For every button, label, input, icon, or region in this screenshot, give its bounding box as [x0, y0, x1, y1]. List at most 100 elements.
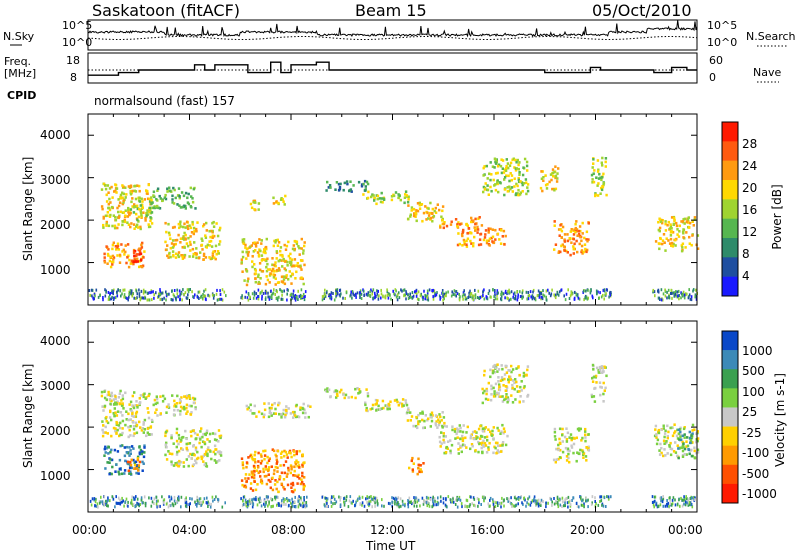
- freq-tick-top: 18: [66, 54, 80, 67]
- xtick-2: 08:00: [271, 523, 306, 537]
- velocity-cell-9: [405, 409, 446, 430]
- velocity-cell-12: [481, 363, 530, 405]
- velocity-cell-15: [653, 423, 700, 460]
- vel-cb-m100: -100: [742, 446, 770, 460]
- power-ytick-1000: 1000: [40, 263, 71, 277]
- vel-cb-1000: 1000: [742, 344, 773, 358]
- velocity-cell-13: [552, 427, 591, 464]
- power-cb-8: 8: [742, 247, 750, 261]
- xtick-4: 16:00: [470, 523, 505, 537]
- velocity-ytick-4000: 4000: [40, 334, 71, 348]
- power-colorbar-seg-5: [722, 218, 738, 239]
- velocity-colorbar-seg-7: [722, 464, 738, 485]
- cpid-label: CPID: [7, 89, 37, 102]
- nsearch-label: N.Search: [746, 30, 796, 43]
- power-nearrange-band: [88, 288, 698, 302]
- xtick-6: 00:00: [668, 523, 703, 537]
- velocity-cell-0: [100, 389, 154, 439]
- power-cell-13: [456, 227, 507, 248]
- power-cell-7: [272, 194, 287, 206]
- power-colorbar-seg-2: [722, 160, 738, 181]
- xtick-3: 12:00: [370, 523, 405, 537]
- velocity-cell-4: [164, 427, 223, 468]
- beam-title: Beam 15: [355, 1, 427, 20]
- power-cell-9: [325, 179, 370, 193]
- nave-tick-bottom: 0: [709, 71, 716, 84]
- power-cell-8: [240, 237, 306, 287]
- vel-cb-m1000: -1000: [742, 487, 777, 501]
- power-cell-2: [126, 249, 143, 264]
- power-cb-4: 4: [742, 269, 750, 283]
- velocity-colorbar-seg-0: [722, 331, 738, 351]
- velocity-ytick-1000: 1000: [40, 469, 71, 483]
- power-cell-18: [654, 215, 700, 253]
- power-colorbar-seg-6: [722, 238, 738, 258]
- noise-tick-right-bottom: 10^0: [707, 36, 738, 49]
- power-cb-12: 12: [742, 225, 758, 239]
- power-cb-24: 24: [742, 159, 758, 173]
- velocity-cell-11: [438, 423, 509, 455]
- vel-cb-m25: -25: [742, 426, 762, 440]
- velocity-colorbar-frame: [721, 330, 739, 504]
- velocity-nearrange-band: [89, 495, 696, 509]
- velocity-ytick-3000: 3000: [40, 379, 71, 393]
- cpid-text: normalsound (fast) 157: [94, 94, 235, 108]
- freq-label-1: Freq.: [4, 55, 32, 68]
- station-title: Saskatoon (fitACF): [92, 1, 241, 20]
- power-colorbar-seg-8: [722, 276, 738, 297]
- velocity-cell-3: [152, 394, 197, 417]
- power-cb-28: 28: [742, 137, 758, 151]
- power-colorbar-seg-7: [722, 257, 738, 277]
- velocity-cell-10: [408, 456, 425, 476]
- power-cell-16: [553, 220, 590, 257]
- velocity-cell-6: [245, 401, 312, 419]
- power-panel-bg: [88, 114, 697, 305]
- xtick-5: 20:00: [570, 523, 605, 537]
- power-cell-15: [539, 165, 560, 193]
- velocity-cell-8: [364, 398, 410, 413]
- power-cell-5: [164, 220, 222, 261]
- velocity-panel-bg: [88, 321, 697, 512]
- power-cell-14: [482, 157, 530, 197]
- power-ytick-2000: 2000: [40, 218, 71, 232]
- noise-tick-left-bottom: 10^0: [62, 36, 93, 49]
- power-colorbar-seg-0: [722, 122, 738, 142]
- vel-cb-100: 100: [742, 385, 765, 399]
- velocity-cell-5: [240, 448, 306, 494]
- xtick-0: 00:00: [72, 523, 107, 537]
- velocity-cell-14: [590, 363, 608, 403]
- power-cell-4: [151, 186, 197, 210]
- power-cb-label: Power [dB]: [770, 184, 784, 250]
- velocity-cell-7: [324, 387, 370, 400]
- vel-cb-500: 500: [742, 364, 765, 378]
- noise-panel-frame: [87, 19, 698, 51]
- power-colorbar-seg-4: [722, 199, 738, 219]
- power-cell-10: [362, 190, 410, 206]
- power-colorbar-frame: [721, 121, 739, 297]
- power-ytick-4000: 4000: [40, 128, 71, 142]
- velocity-cell-1: [103, 444, 146, 476]
- date-title: 05/Oct/2010: [592, 1, 692, 20]
- nave-tick-top: 60: [709, 54, 723, 67]
- xaxis-label: Time UT: [366, 539, 416, 553]
- velocity-colorbar-seg-5: [722, 426, 738, 446]
- nsearch-trace: [87, 36, 698, 40]
- power-cell-6: [249, 199, 261, 212]
- vel-cb-25: 25: [742, 405, 758, 419]
- freq-label-2: [MHz]: [4, 67, 37, 80]
- nsky-label: N.Sky: [3, 30, 35, 43]
- power-ytick-3000: 3000: [40, 173, 71, 187]
- velocity-colorbar-seg-6: [722, 445, 738, 466]
- power-colorbar-seg-1: [722, 141, 738, 161]
- velocity-cell-2: [126, 457, 142, 473]
- velocity-cb-label: Velocity [m s-1]: [773, 373, 787, 467]
- velocity-cell-16: [677, 428, 695, 460]
- freq-panel-frame: [87, 52, 698, 84]
- power-cell-17: [590, 156, 608, 198]
- velocity-colorbar-seg-8: [722, 483, 738, 504]
- velocity-ytick-2000: 2000: [40, 424, 71, 438]
- power-ylabel: Slant Range [km]: [21, 156, 35, 261]
- velocity-colorbar-seg-2: [722, 369, 738, 389]
- freq-trace: [88, 61, 697, 76]
